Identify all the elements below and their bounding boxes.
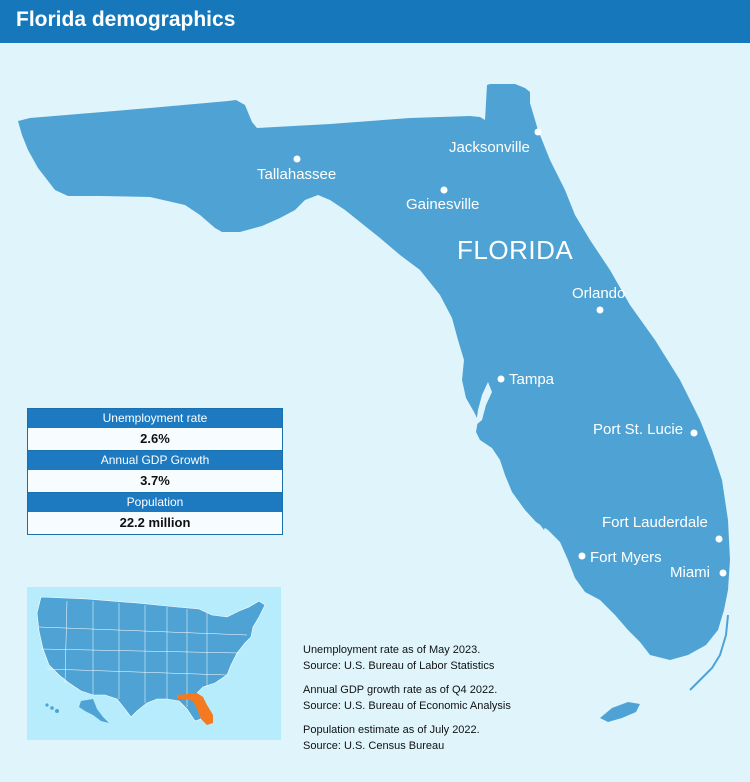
keys-island-west	[600, 702, 640, 722]
note-population-source: Source: U.S. Census Bureau	[303, 740, 445, 752]
florida-highlight	[177, 693, 213, 725]
city-label-miami: Miami	[670, 564, 710, 581]
stat-value-population: 22.2 million	[28, 512, 282, 534]
orlando-dot	[596, 306, 604, 314]
fort-lauderdale-dot	[715, 535, 723, 543]
state-borders	[38, 600, 248, 707]
tampa-dot	[497, 375, 505, 383]
florida-map	[18, 84, 730, 722]
note-unemployment: Unemployment rate as of May 2023. Source…	[303, 642, 603, 674]
stat-value-unemployment: 2.6%	[28, 428, 282, 451]
us-map-graphic	[36, 596, 266, 725]
page-title: Florida demographics	[16, 8, 236, 31]
tallahassee-dot	[293, 155, 301, 163]
city-dots	[293, 128, 727, 577]
southwest-coast-island	[532, 484, 548, 530]
jacksonville-dot	[534, 128, 542, 136]
city-label-tallahassee: Tallahassee	[257, 166, 337, 183]
state-label: FLORIDA	[457, 235, 574, 265]
note-gdp: Annual GDP growth rate as of Q4 2022. So…	[303, 682, 603, 714]
tampa-bay	[476, 382, 492, 425]
alaska-shape	[79, 699, 109, 723]
city-label-gainesville: Gainesville	[406, 196, 480, 213]
note-population: Population estimate as of July 2022. Sou…	[303, 722, 603, 754]
note-gdp-date: Annual GDP growth rate as of Q4 2022.	[303, 684, 498, 696]
header-bar: Florida demographics	[0, 0, 750, 43]
contiguous-us-shape	[36, 596, 266, 722]
note-population-date: Population estimate as of July 2022.	[303, 724, 480, 736]
city-label-orlando: Orlando	[572, 285, 626, 302]
source-notes: Unemployment rate as of May 2023. Source…	[303, 642, 603, 762]
stats-table: Unemployment rate 2.6% Annual GDP Growth…	[27, 408, 283, 535]
city-label-fort-lauderdale: Fort Lauderdale	[602, 514, 708, 531]
note-unemployment-date: Unemployment rate as of May 2023.	[303, 644, 481, 656]
fort-myers-dot	[578, 552, 586, 560]
port-st-lucie-dot	[690, 429, 698, 437]
hawaii-shape	[45, 703, 59, 713]
gainesville-dot	[440, 186, 448, 194]
stat-label-unemployment: Unemployment rate	[28, 409, 282, 428]
city-label-tampa: Tampa	[509, 371, 555, 388]
florida-shape	[18, 84, 730, 660]
city-label-fort-myers: Fort Myers	[590, 549, 662, 566]
stat-value-gdp-growth: 3.7%	[28, 470, 282, 493]
keys-islands	[689, 614, 729, 691]
stat-label-population: Population	[28, 493, 282, 512]
stat-label-gdp-growth: Annual GDP Growth	[28, 451, 282, 470]
note-gdp-source: Source: U.S. Bureau of Economic Analysis	[303, 700, 511, 712]
city-label-jacksonville: Jacksonville	[449, 139, 530, 156]
city-label-port-st-lucie: Port St. Lucie	[593, 421, 684, 438]
note-unemployment-source: Source: U.S. Bureau of Labor Statistics	[303, 660, 495, 672]
miami-dot	[719, 569, 727, 577]
us-inset-map	[27, 587, 281, 740]
